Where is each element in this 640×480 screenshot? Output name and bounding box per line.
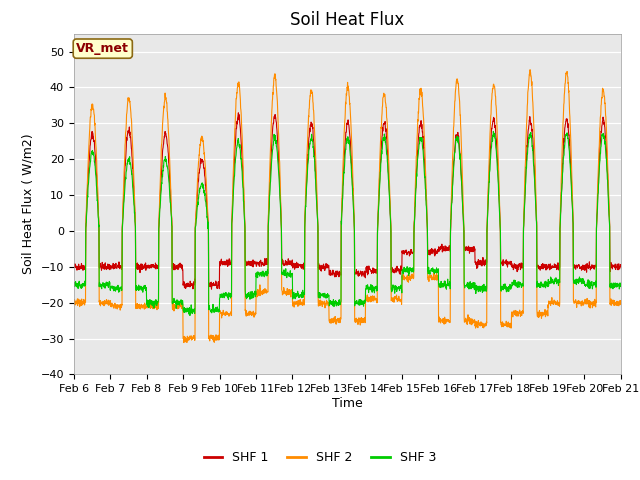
SHF 1 xyxy=(207,286,215,292)
SHF 3 xyxy=(375,197,383,203)
X-axis label: Time: Time xyxy=(332,397,363,410)
SHF 2 xyxy=(617,300,625,306)
Title: Soil Heat Flux: Soil Heat Flux xyxy=(290,11,404,29)
SHF 3 xyxy=(569,218,577,224)
SHF 1 xyxy=(376,186,383,192)
SHF 3 xyxy=(490,129,497,134)
SHF 2 xyxy=(584,299,592,305)
SHF 3 xyxy=(507,285,515,291)
SHF 2 xyxy=(526,67,534,72)
SHF 3 xyxy=(186,312,194,318)
SHF 3 xyxy=(223,290,230,296)
SHF 2 xyxy=(223,312,230,317)
Text: VR_met: VR_met xyxy=(76,42,129,55)
SHF 3 xyxy=(584,277,592,283)
SHF 3 xyxy=(70,282,77,288)
SHF 2 xyxy=(569,211,577,216)
SHF 1 xyxy=(584,263,592,268)
SHF 2 xyxy=(180,340,188,346)
SHF 2 xyxy=(506,323,514,329)
SHF 1 xyxy=(70,263,77,269)
Legend: SHF 1, SHF 2, SHF 3: SHF 1, SHF 2, SHF 3 xyxy=(198,446,442,469)
SHF 1 xyxy=(617,263,625,269)
SHF 1 xyxy=(507,262,515,268)
SHF 2 xyxy=(375,177,383,183)
SHF 3 xyxy=(617,281,625,287)
Y-axis label: Soil Heat Flux ( W/m2): Soil Heat Flux ( W/m2) xyxy=(22,134,35,274)
SHF 1 xyxy=(364,268,371,274)
SHF 2 xyxy=(364,294,371,300)
SHF 1 xyxy=(569,215,577,220)
Line: SHF 2: SHF 2 xyxy=(74,70,621,343)
Line: SHF 3: SHF 3 xyxy=(74,132,621,315)
SHF 3 xyxy=(364,286,371,292)
SHF 1 xyxy=(234,110,242,116)
Line: SHF 1: SHF 1 xyxy=(74,113,621,289)
SHF 1 xyxy=(223,258,230,264)
SHF 2 xyxy=(70,302,77,308)
